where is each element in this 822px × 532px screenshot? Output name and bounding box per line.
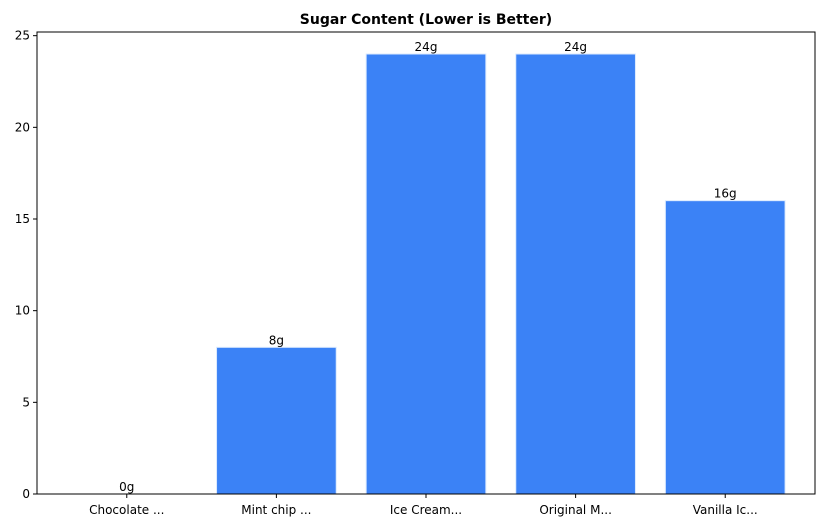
chart-title: Sugar Content (Lower is Better)	[300, 12, 552, 28]
y-tick-label: 20	[15, 120, 30, 134]
y-tick-label: 15	[15, 212, 30, 226]
bar-value-label: 8g	[269, 333, 284, 347]
y-tick-label: 25	[15, 29, 30, 43]
bar-value-label: 0g	[119, 480, 134, 494]
bar	[515, 53, 636, 495]
bar-value-label: 24g	[415, 40, 438, 54]
bars	[216, 53, 786, 495]
bar-value-label: 16g	[714, 187, 737, 201]
x-tick-label: Ice Cream...	[390, 503, 462, 517]
plot-frame	[36, 31, 816, 495]
bar	[216, 346, 337, 495]
y-tick-label: 5	[22, 395, 30, 409]
bar	[365, 53, 487, 495]
y-axis: 0 5 10 15 20 25	[15, 29, 37, 501]
bar	[664, 200, 786, 495]
x-tick-label: Vanilla Ic...	[693, 503, 758, 517]
x-tick-label: Chocolate ...	[89, 503, 164, 517]
x-tick-label: Mint chip ...	[241, 503, 311, 517]
x-tick-label: Original M...	[539, 503, 612, 517]
y-tick-label: 10	[15, 304, 30, 318]
x-axis: Chocolate ... Mint chip ... Ice Cream... Or…	[89, 494, 758, 517]
bar-value-label: 24g	[564, 40, 587, 54]
bar-value-labels: 0g 8g 24g 24g 16g	[119, 40, 737, 494]
y-tick-label: 0	[22, 487, 30, 501]
